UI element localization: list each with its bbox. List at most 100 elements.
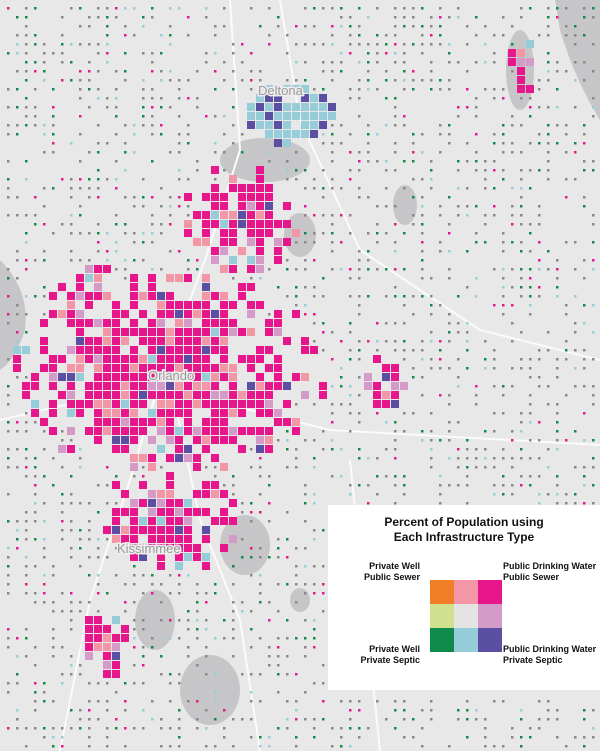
map-cell — [259, 79, 262, 82]
map-cell — [277, 637, 280, 640]
map-cell — [466, 331, 469, 334]
map-cell — [223, 637, 226, 640]
map-cell — [229, 364, 237, 372]
map-cell — [34, 682, 37, 685]
map-cell — [295, 583, 298, 586]
map-cell — [232, 745, 235, 748]
map-cell — [412, 367, 415, 370]
map-cell — [391, 400, 399, 408]
map-cell — [112, 319, 120, 327]
map-cell — [502, 97, 505, 100]
map-cell — [16, 655, 19, 658]
map-cell — [160, 133, 163, 136]
map-cell — [115, 691, 118, 694]
map-cell — [52, 142, 55, 145]
map-cell — [277, 286, 280, 289]
map-cell — [313, 583, 316, 586]
map-cell — [520, 367, 523, 370]
map-cell — [529, 376, 532, 379]
map-cell — [247, 193, 255, 201]
map-cell — [421, 295, 424, 298]
map-cell — [193, 382, 201, 390]
map-cell — [157, 391, 165, 399]
map-cell — [43, 700, 46, 703]
map-cell — [574, 322, 577, 325]
map-cell — [85, 391, 93, 399]
map-cell — [448, 430, 451, 433]
map-cell — [367, 196, 370, 199]
map-cell — [313, 178, 316, 181]
map-cell — [250, 736, 253, 739]
map-cell — [430, 295, 433, 298]
map-cell — [457, 61, 460, 64]
map-cell — [247, 112, 255, 120]
map-cell — [574, 34, 577, 37]
map-cell — [412, 160, 415, 163]
map-cell — [286, 34, 289, 37]
map-cell — [16, 682, 19, 685]
map-cell — [295, 457, 298, 460]
map-cell — [376, 61, 379, 64]
map-cell — [322, 187, 325, 190]
map-cell — [529, 277, 532, 280]
map-cell — [394, 475, 397, 478]
map-cell — [304, 79, 307, 82]
map-cell — [103, 391, 111, 399]
map-cell — [79, 160, 82, 163]
map-cell — [529, 268, 532, 271]
map-cell — [202, 211, 210, 219]
legend-label: Private Well — [369, 561, 420, 571]
map-cell — [220, 193, 228, 201]
map-cell — [49, 355, 57, 363]
map-cell — [274, 139, 282, 147]
map-cell — [229, 265, 237, 273]
map-cell — [139, 454, 147, 462]
map-cell — [184, 382, 192, 390]
map-cell — [520, 475, 523, 478]
map-cell — [169, 592, 172, 595]
map-cell — [34, 475, 37, 478]
map-cell — [367, 142, 370, 145]
map-cell — [232, 484, 235, 487]
map-cell — [184, 409, 192, 417]
map-cell — [115, 241, 118, 244]
map-cell — [115, 133, 118, 136]
map-cell — [211, 490, 219, 498]
map-cell — [157, 346, 165, 354]
map-cell — [511, 25, 514, 28]
map-cell — [169, 196, 172, 199]
map-cell — [265, 346, 273, 354]
map-cell — [382, 391, 390, 399]
map-cell — [556, 268, 559, 271]
map-cell — [88, 61, 91, 64]
map-cell — [574, 736, 577, 739]
map-cell — [106, 7, 109, 10]
map-cell — [193, 310, 201, 318]
map-cell — [34, 295, 37, 298]
map-cell — [556, 61, 559, 64]
map-cell — [157, 355, 165, 363]
map-cell — [184, 310, 192, 318]
map-cell — [52, 124, 55, 127]
map-cell — [475, 205, 478, 208]
map-cell — [7, 628, 10, 631]
map-cell — [112, 346, 120, 354]
map-cell — [574, 151, 577, 154]
map-cell — [547, 160, 550, 163]
map-cell — [7, 592, 10, 595]
map-cell — [412, 16, 415, 19]
map-cell — [538, 241, 541, 244]
map-cell — [493, 97, 496, 100]
map-cell — [76, 319, 84, 327]
place-label: Kissimmee — [117, 541, 181, 556]
map-cell — [565, 7, 568, 10]
map-cell — [7, 691, 10, 694]
map-cell — [520, 223, 523, 226]
map-cell — [31, 373, 39, 381]
map-cell — [376, 475, 379, 478]
map-cell — [34, 484, 37, 487]
map-cell — [538, 439, 541, 442]
map-cell — [349, 97, 352, 100]
map-cell — [466, 718, 469, 721]
map-cell — [313, 628, 316, 631]
